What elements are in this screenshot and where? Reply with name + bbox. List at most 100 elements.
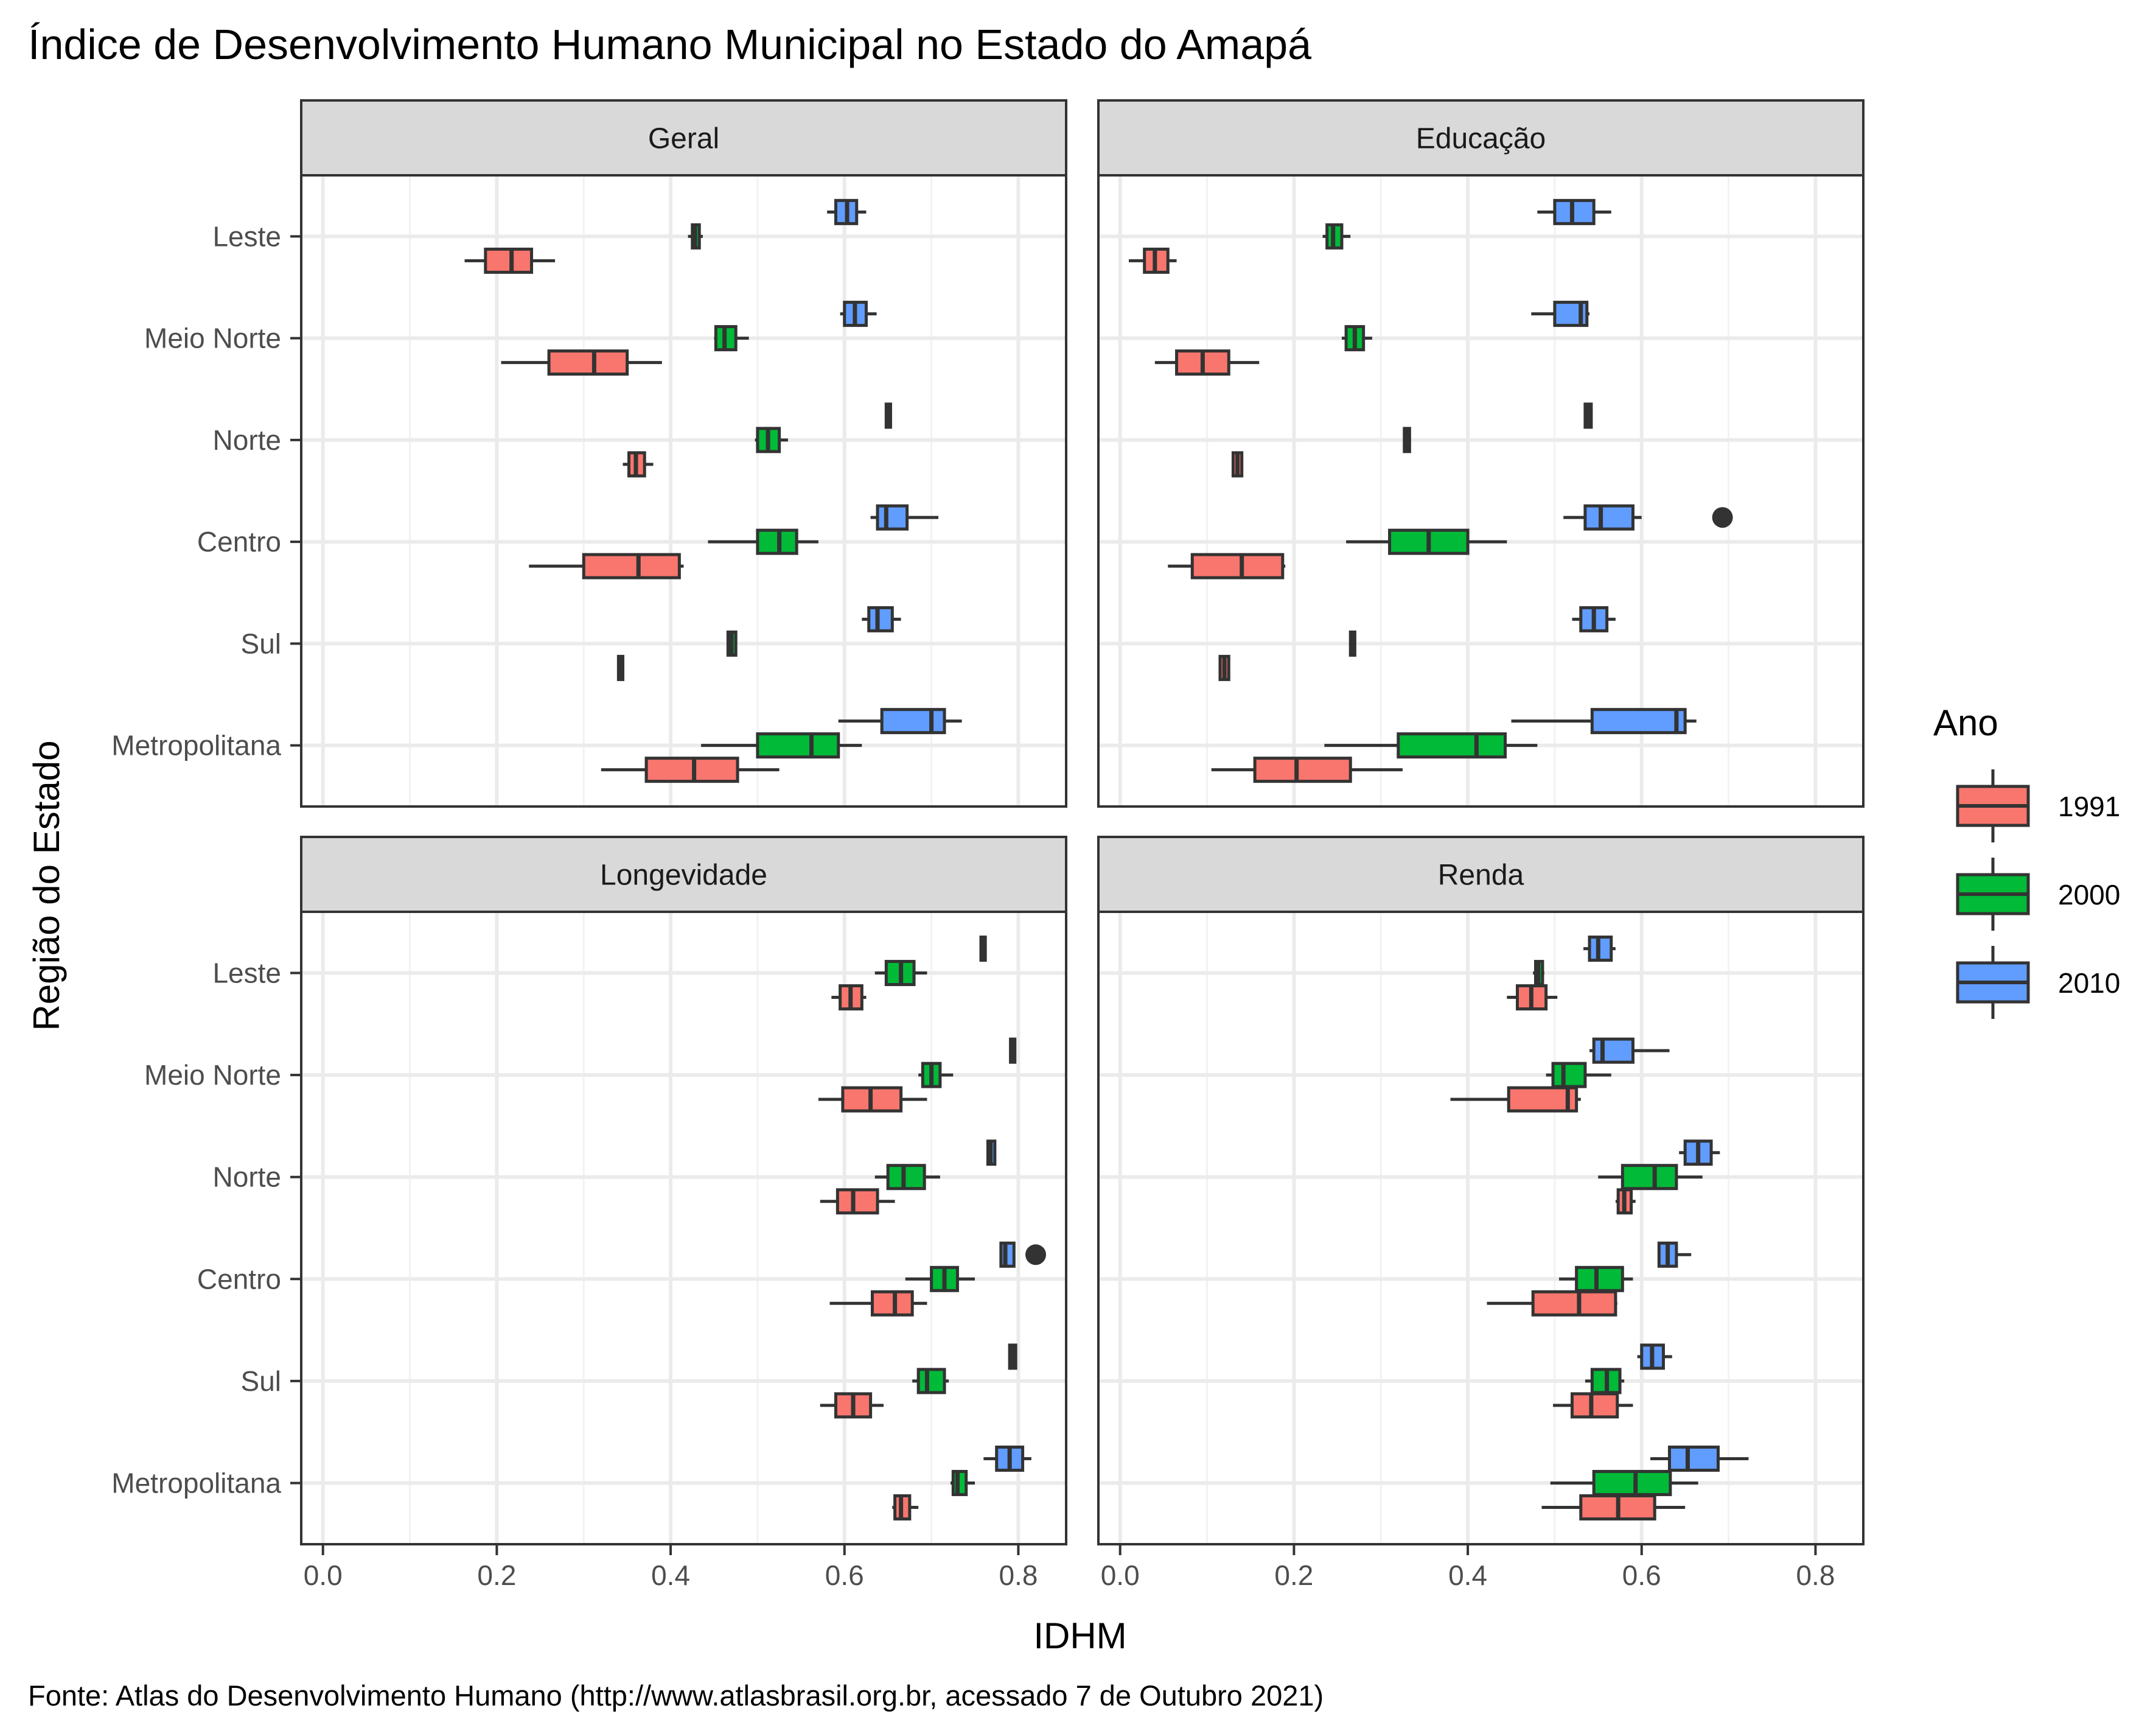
legend: Ano 1991 2000 2010 (1933, 702, 2120, 1019)
box-renda-centro-2010 (1657, 1241, 1692, 1268)
box-geral-centro-2000 (708, 528, 818, 555)
box-renda-sul-2000 (1585, 1368, 1625, 1394)
box-body (876, 504, 909, 531)
chart-title: Índice de Desenvolvimento Humano Municip… (28, 21, 1311, 68)
x-tick-label: 0.6 (1622, 1559, 1661, 1591)
y-tick-label: Norte (213, 424, 281, 456)
box-body (1551, 1062, 1587, 1088)
panel-border (300, 174, 1067, 808)
box-educacao-sul-2010 (1572, 606, 1616, 632)
box-body (951, 1469, 968, 1496)
box-geral-meio-norte-2010 (840, 301, 877, 327)
y-tick-label: Sul (241, 1365, 281, 1397)
box-body (1667, 1445, 1720, 1472)
x-tick-label: 0.0 (304, 1559, 343, 1591)
box-body (999, 1241, 1016, 1268)
panel-border (1097, 911, 1865, 1545)
x-tick-label: 0.2 (1274, 1559, 1313, 1591)
box-renda-norte-2010 (1679, 1139, 1720, 1166)
outlier-point (1712, 507, 1733, 528)
box-educacao-meio-norte-2000 (1341, 325, 1372, 352)
box-longevidade-metropolitana-2010 (983, 1445, 1031, 1472)
panel-strip-label: Geral (648, 123, 719, 155)
panel-strip (1097, 836, 1865, 913)
box-longevidade-metropolitana-1991 (892, 1494, 919, 1520)
box-body (916, 1368, 946, 1394)
box-educacao-centro-2000 (1346, 528, 1507, 555)
box-longevidade-meio-norte-2000 (918, 1062, 954, 1088)
box-body (1620, 1164, 1678, 1191)
panel-strip (300, 836, 1067, 913)
box-longevidade-metropolitana-2000 (951, 1469, 975, 1496)
box-body (1253, 757, 1352, 783)
x-tick-label: 0.6 (825, 1559, 864, 1591)
box-longevidade-norte-2000 (874, 1164, 940, 1191)
y-tick-label: Centro (197, 526, 281, 558)
box-renda-norte-2000 (1598, 1164, 1703, 1191)
box-geral-norte-2000 (755, 427, 788, 453)
legend-label: 2010 (2058, 967, 2120, 999)
legend-item-1991: 1991 (1956, 769, 2120, 842)
box-renda-meio-norte-2000 (1546, 1062, 1611, 1088)
box-renda-centro-2000 (1559, 1265, 1633, 1292)
box-body (1507, 1086, 1579, 1113)
panel-educacao: Educação (1097, 99, 1865, 808)
panel-strip-label: Educação (1416, 123, 1546, 155)
box-educacao-norte-2010 (1583, 402, 1593, 429)
box-body (547, 349, 629, 376)
box-geral-meio-norte-1991 (501, 349, 662, 376)
box-educacao-metropolitana-1991 (1211, 757, 1403, 783)
box-body (1583, 504, 1634, 531)
box-educacao-leste-1991 (1128, 247, 1177, 274)
box-geral-leste-2000 (688, 223, 703, 250)
box-body (870, 1290, 914, 1317)
box-renda-norte-1991 (1615, 1188, 1636, 1215)
y-tick-label: Metropolitana (111, 1467, 281, 1499)
box-educacao-sul-1991 (1218, 654, 1230, 681)
legend-item-2000: 2000 (1956, 858, 2120, 931)
box-geral-metropolitana-2000 (701, 732, 862, 759)
box-longevidade-centro-1991 (829, 1290, 927, 1317)
box-longevidade-norte-2010 (986, 1139, 997, 1166)
box-body (1592, 1469, 1672, 1496)
y-tick-label: Centro (197, 1263, 281, 1295)
panel-strip-label: Renda (1438, 859, 1524, 892)
box-educacao-norte-2000 (1403, 427, 1411, 453)
panel-strip (1097, 99, 1865, 177)
y-tick-label: Sul (241, 628, 281, 659)
box-body (1553, 198, 1596, 225)
box-educacao-meio-norte-2010 (1531, 301, 1590, 327)
box-body (1531, 1290, 1617, 1317)
legend-item-2010: 2010 (1956, 946, 2120, 1019)
x-tick-label: 0.4 (651, 1559, 690, 1591)
box-body (484, 247, 534, 274)
box-renda-meio-norte-1991 (1450, 1086, 1581, 1113)
panel-longevidade: Longevidade Leste Meio Norte Norte Centro Sul… (111, 836, 1067, 1591)
x-tick-label: 0.0 (1101, 1559, 1140, 1591)
box-longevidade-centro-2000 (905, 1265, 975, 1292)
box-body (756, 528, 798, 555)
panel-border (300, 911, 1067, 1545)
box-educacao-norte-1991 (1231, 451, 1244, 478)
box-educacao-centro-2010 (1563, 504, 1733, 531)
box-geral-centro-2010 (870, 504, 939, 531)
box-geral-leste-1991 (464, 247, 556, 274)
box-renda-leste-2010 (1583, 936, 1616, 962)
box-longevidade-leste-2010 (979, 936, 987, 962)
box-longevidade-sul-2000 (912, 1368, 949, 1394)
x-tick-label: 0.4 (1448, 1559, 1487, 1591)
box-body (1588, 936, 1613, 962)
panel-border (1097, 174, 1865, 808)
legend-title: Ano (1933, 702, 1998, 743)
box-longevidade-centro-2010 (999, 1241, 1047, 1268)
box-geral-metropolitana-2010 (838, 708, 962, 735)
box-geral-metropolitana-1991 (601, 757, 780, 783)
legend-label: 1991 (2058, 791, 2120, 822)
box-geral-leste-2010 (827, 198, 867, 225)
box-geral-sul-1991 (616, 654, 625, 681)
box-body (1570, 1392, 1619, 1419)
y-axis-label: Região do Estado (26, 740, 67, 1030)
box-longevidade-meio-norte-1991 (818, 1086, 927, 1113)
box-educacao-leste-2000 (1322, 223, 1351, 250)
